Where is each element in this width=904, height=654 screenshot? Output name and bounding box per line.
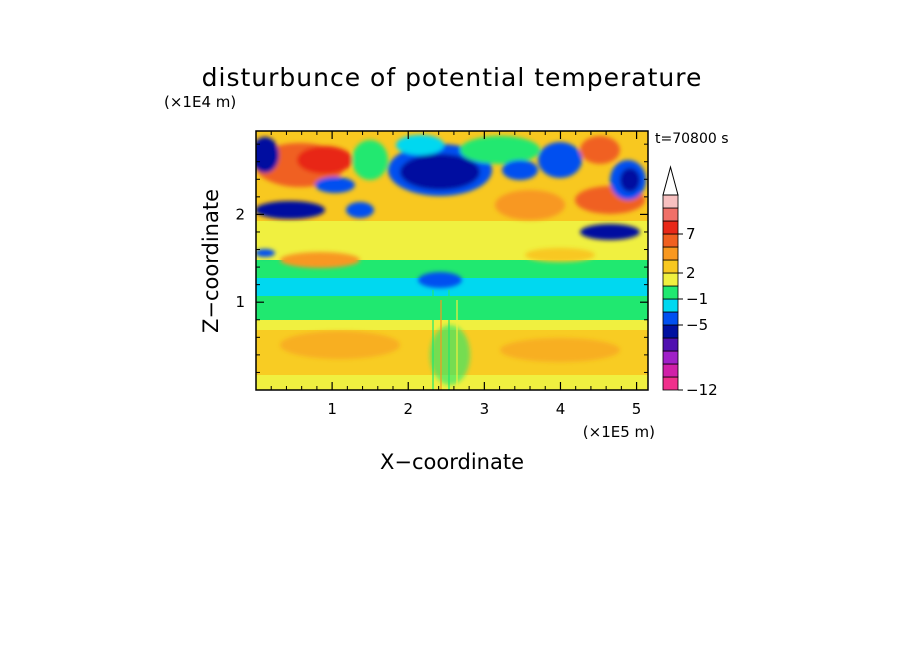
colorbar-swatch: [662, 311, 679, 326]
field-blob: [297, 146, 353, 174]
x-axis: 1 2 3 4 5: [270, 131, 642, 418]
field-blob: [538, 142, 582, 178]
colorbar-swatch: [662, 259, 679, 274]
colorbar-swatch: [662, 233, 679, 248]
colorbar-label: −1: [686, 290, 708, 308]
field-blob: [396, 135, 444, 155]
field-blob: [460, 136, 540, 164]
field-blob: [352, 140, 388, 180]
y-tick-label: 2: [235, 205, 245, 223]
x-tick-label: 2: [403, 400, 413, 418]
field-blob: [525, 248, 595, 262]
colorbar-label: −12: [686, 381, 718, 399]
colorbar-swatch: [662, 350, 679, 365]
field-blob: [280, 331, 400, 359]
colorbar-label: 7: [686, 225, 696, 243]
field-blob: [495, 190, 565, 220]
colorbar-swatch: [662, 363, 679, 378]
colorbar-swatch: [662, 272, 679, 287]
colorbar-swatch: [662, 337, 679, 352]
y-axis-label: Z−coordinate: [199, 189, 223, 333]
colorbar-swatch: [662, 194, 679, 209]
field-blob: [620, 168, 640, 192]
x-axis-label: X−coordinate: [380, 450, 524, 474]
colorbar-label: −5: [686, 316, 708, 334]
field-blob: [418, 272, 462, 288]
x-tick-label: 5: [632, 400, 642, 418]
colorbar-swatch: [662, 298, 679, 313]
field-blob: [502, 160, 538, 180]
colorbar-swatch: [662, 207, 679, 222]
field-band-cyan: [256, 278, 648, 296]
colorbar-swatch: [662, 246, 679, 261]
field-blob: [580, 136, 620, 164]
field-blob: [256, 137, 279, 173]
x-scale-note: (×1E5 m): [583, 423, 655, 441]
colorbar: −12−5−127: [662, 165, 718, 399]
field-blob: [346, 202, 374, 218]
x-tick-label: 3: [480, 400, 490, 418]
y-axis: 12: [235, 143, 648, 373]
field-blob: [400, 154, 480, 190]
x-tick-label: 4: [556, 400, 566, 418]
field-streaks: [432, 290, 458, 390]
field-blob: [256, 249, 275, 257]
y-tick-label: 1: [235, 293, 245, 311]
field-blob: [280, 252, 360, 268]
plot-frame: [255, 130, 649, 391]
x-tick-label: 1: [327, 400, 337, 418]
colorbar-swatch: [662, 220, 679, 235]
field-blob: [315, 177, 355, 193]
contour-field: [256, 131, 648, 390]
time-label: t=70800 s: [655, 131, 729, 147]
field-blob: [580, 224, 640, 240]
colorbar-label: 2: [686, 264, 696, 282]
field-blob: [256, 201, 325, 219]
chart-title: disturbunce of potential temperature: [202, 63, 703, 92]
colorbar-swatch: [662, 376, 679, 391]
colorbar-extend-arrow: [662, 165, 679, 196]
field-blob: [500, 338, 620, 362]
colorbar-swatch: [662, 324, 679, 339]
colorbar-swatch: [662, 285, 679, 300]
y-scale-note: (×1E4 m): [164, 93, 236, 111]
